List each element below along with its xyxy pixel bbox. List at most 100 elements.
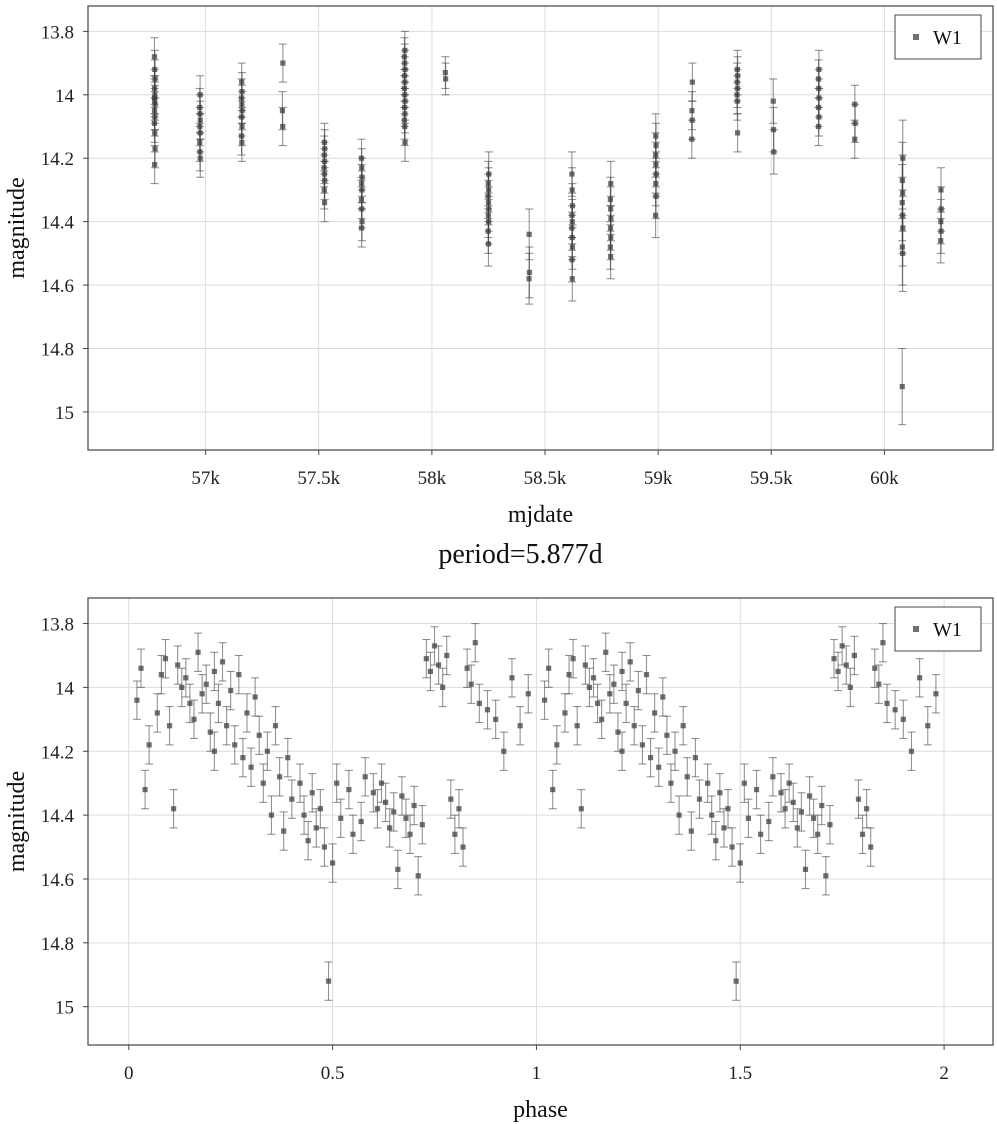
data-point [338, 815, 344, 821]
data-point [399, 793, 405, 799]
data-point [268, 812, 275, 818]
plot-area [88, 6, 993, 450]
data-point [289, 796, 295, 802]
x-tick-label: 58.5k [524, 468, 567, 489]
data-point [664, 732, 670, 738]
data-point [753, 786, 760, 793]
data-point [305, 838, 311, 844]
data-point [256, 732, 262, 738]
phase-folded-panel: 0 0.5 1 1.5 2 13.8 14 14.2 14.4 14.6 14.8 15 W1 phase… [4, 539, 994, 1123]
data-point [329, 860, 336, 866]
plot-frame [87, 5, 994, 451]
data-point [635, 687, 641, 694]
data-point [402, 139, 408, 145]
data-point [297, 780, 303, 786]
data-point [705, 780, 711, 786]
y-tick-label: 14 [55, 678, 75, 699]
data-point [476, 700, 482, 706]
y-axis-title: magnitude [4, 771, 30, 872]
data-point [925, 723, 931, 729]
data-point [484, 707, 491, 713]
y-tick-label: 13.8 [41, 22, 74, 43]
data-point [811, 815, 817, 821]
data-point [280, 60, 286, 66]
data-point [619, 748, 625, 754]
data-point [729, 844, 735, 850]
data-point [608, 253, 614, 260]
plot-frame [87, 597, 994, 1046]
data-point [374, 806, 381, 812]
data-point [526, 276, 532, 282]
data-point [440, 684, 446, 690]
data-point [689, 79, 695, 85]
data-point [239, 139, 245, 145]
x-axis-title: phase [513, 1097, 568, 1123]
x-tick-label: 0.5 [321, 1063, 345, 1084]
data-point [280, 123, 286, 130]
data-point [452, 831, 458, 837]
data-point [631, 723, 637, 729]
data-point [892, 707, 898, 713]
data-point [599, 716, 605, 722]
y-tick-label: 14.2 [41, 149, 74, 170]
data-point [346, 786, 352, 793]
data-point [142, 786, 148, 793]
data-point [900, 250, 906, 256]
data-point [688, 828, 694, 834]
data-point [391, 809, 397, 815]
data-point [244, 710, 250, 716]
data-point [407, 831, 413, 837]
data-point [868, 844, 874, 850]
data-point [933, 691, 939, 697]
data-point [717, 790, 723, 796]
data-point [794, 825, 800, 831]
data-point [179, 684, 185, 690]
series-w1 [150, 30, 946, 426]
data-point [843, 662, 849, 668]
legend-label-w1: W1 [933, 619, 962, 641]
chart-title: period=5.877d [438, 539, 602, 570]
y-tick-label: 14.6 [41, 870, 74, 891]
data-point [134, 697, 140, 703]
data-point [908, 748, 915, 754]
y-tick-label: 14.4 [41, 213, 75, 234]
data-point [852, 136, 858, 142]
data-point [680, 723, 686, 729]
legend: W1 [894, 14, 982, 60]
data-point [468, 681, 474, 687]
x-tick-label: 57k [191, 468, 220, 489]
y-axis-title: magnitude [4, 177, 30, 278]
data-point [175, 662, 181, 668]
data-point [501, 748, 507, 754]
y-tick-label: 14.8 [41, 934, 74, 955]
data-point [509, 675, 515, 681]
data-point [197, 155, 203, 161]
data-point [464, 665, 470, 671]
data-point [546, 665, 552, 671]
data-point [815, 831, 821, 837]
data-point [321, 200, 328, 206]
data-point [798, 809, 805, 815]
data-point [847, 684, 853, 690]
data-point [839, 643, 845, 649]
data-point [782, 806, 788, 812]
data-point [281, 828, 287, 834]
data-point [672, 748, 678, 754]
data-point [317, 806, 323, 812]
data-point [264, 748, 270, 754]
data-point [899, 383, 905, 390]
x-axis-title: mjdate [508, 502, 573, 528]
data-point [607, 691, 613, 697]
data-point [656, 764, 662, 770]
y-tick-label: 14.8 [41, 340, 74, 361]
data-point [835, 668, 841, 675]
data-point [611, 681, 617, 687]
data-point [574, 723, 580, 729]
data-point [594, 700, 601, 706]
data-point [771, 149, 777, 155]
data-point [183, 675, 189, 681]
data-point [427, 668, 434, 675]
data-point [643, 672, 650, 678]
data-point [566, 672, 572, 678]
